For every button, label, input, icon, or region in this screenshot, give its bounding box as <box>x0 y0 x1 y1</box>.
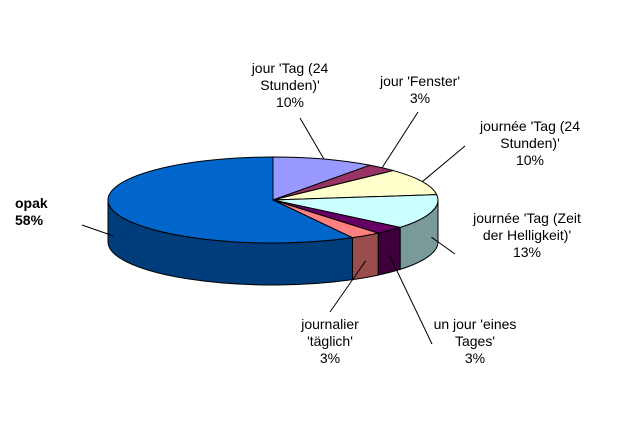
pie-slice-side <box>351 232 379 281</box>
slice-value: 10% <box>275 94 305 110</box>
slice-label: jour 'Fenster' 3% <box>368 73 472 107</box>
slice-name: jour 'Fenster' <box>379 73 461 89</box>
slice-label: un jour 'eines Tages' 3% <box>420 316 530 367</box>
leader-line <box>421 145 466 183</box>
leader-line <box>81 224 114 237</box>
slice-name: opak <box>15 195 48 211</box>
slice-name: journée 'Tag (24 Stunden)' <box>480 118 580 151</box>
leader-line <box>431 236 456 255</box>
pie-slice-side <box>377 226 401 276</box>
slice-label: journée 'Tag (24 Stunden)' 10% <box>470 118 590 169</box>
slice-value: 10% <box>515 152 545 168</box>
slice-value: 3% <box>409 90 431 106</box>
slice-value: 13% <box>512 244 542 260</box>
slice-label: journalier 'täglich' 3% <box>280 316 380 367</box>
slice-name: journalier 'täglich' <box>301 316 359 349</box>
slice-label: jour 'Tag (24 Stunden)' 10% <box>240 60 340 111</box>
slice-label: journée 'Tag (Zeit der Helligkeit)' 13% <box>468 210 586 261</box>
leader-line <box>389 255 433 345</box>
slice-label: opak 58% <box>15 195 75 229</box>
pie-slice <box>107 156 355 244</box>
pie-slice <box>272 194 439 228</box>
leader-line <box>299 117 325 160</box>
slice-name: jour 'Tag (24 Stunden)' <box>251 60 329 93</box>
leader-line <box>329 260 367 313</box>
leader-line <box>381 111 419 169</box>
slice-value: 3% <box>319 350 341 366</box>
slice-name: journée 'Tag (Zeit der Helligkeit)' <box>473 210 581 243</box>
slice-name: un jour 'eines Tages' <box>433 316 517 349</box>
slice-value: 3% <box>464 350 486 366</box>
slice-value: 58% <box>15 212 44 228</box>
